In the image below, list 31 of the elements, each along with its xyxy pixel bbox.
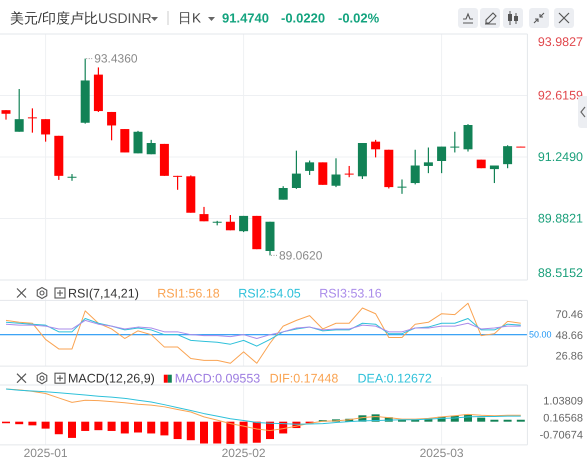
x-tick-label: 2025-01 — [24, 446, 68, 460]
x-tick-label: 2025-02 — [222, 446, 266, 460]
y-tick-label: 91.2490 — [538, 150, 584, 164]
y-tick-label: 26.86 — [555, 350, 583, 363]
chart-title: MACD(12,26,9) — [68, 372, 155, 386]
text: DIF:0.17448 — [270, 372, 338, 386]
annotation: 89.0620 — [279, 248, 323, 262]
text: 91.4740 — [222, 10, 269, 26]
y-tick-label: 48.66 — [555, 330, 583, 342]
text: RSI1:56.18 — [157, 286, 220, 300]
text: RSI3:53.16 — [319, 286, 382, 300]
chart-subtitle: USDINR — [98, 10, 152, 26]
text: 日K — [178, 10, 202, 26]
y-tick-label: 92.6159 — [538, 88, 584, 102]
chart-title: 美元/印度卢比 — [10, 10, 98, 26]
text: -0.02% — [338, 10, 380, 26]
y-tick-label: 70.46 — [555, 309, 583, 322]
annotation: 93.4360 — [94, 52, 138, 66]
x-tick-label: 2025-03 — [420, 446, 464, 460]
y-tick-label: 93.9827 — [538, 35, 584, 49]
ref-line-label: 50.00 — [529, 330, 552, 340]
y-tick-label: -0.70674 — [540, 429, 583, 442]
y-tick-label: 88.5152 — [538, 266, 584, 280]
y-tick-label: 0.16568 — [543, 412, 583, 424]
legend-label: MACD:0.09553 — [174, 372, 260, 386]
chart-title: RSI(7,14,21) — [68, 286, 139, 300]
text: DEA:0.12672 — [358, 372, 432, 386]
text: RSI2:54.05 — [238, 286, 301, 300]
y-tick-label: 89.8821 — [538, 212, 584, 226]
y-tick-label: 1.03809 — [543, 396, 583, 408]
text: -0.0220 — [281, 10, 326, 26]
